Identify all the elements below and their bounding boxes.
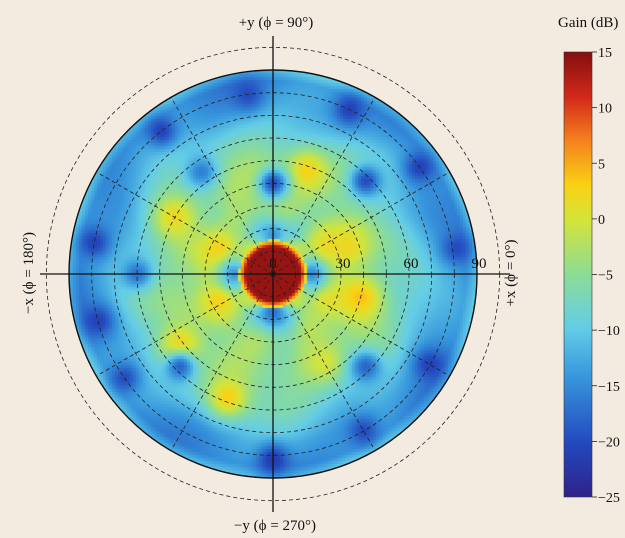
colorbar-tick-label: −15 <box>598 380 620 395</box>
radial-tick-label: 30 <box>336 256 351 272</box>
angular-grid-line <box>272 273 450 377</box>
colorbar-title: Gain (dB) <box>558 15 618 31</box>
colorbar-tick-label: −10 <box>598 324 620 339</box>
colorbar-tick-label: 0 <box>598 213 605 228</box>
colorbar-tick-label: −5 <box>598 269 613 284</box>
axis-label-left: −x (ϕ = 180°) <box>21 232 37 314</box>
angular-grid-line <box>272 171 450 275</box>
colorbar-ticks: 15 10 5 0 −5 −10 −15 −20 −25 <box>592 46 620 506</box>
radial-tick-label: 60 <box>404 256 419 272</box>
radial-tick-label: 90 <box>472 256 487 272</box>
colorbar-ramp <box>563 51 593 498</box>
angular-grid-line <box>170 273 274 451</box>
axis-label-right: +x (ϕ = 0°) <box>503 239 519 306</box>
colorbar-tick-label: 10 <box>598 102 612 117</box>
angular-grid-line <box>272 273 376 451</box>
colorbar-tick-label: −20 <box>598 435 620 450</box>
axis-label-top: +y (ϕ = 90°) <box>239 15 314 31</box>
angular-grid-line <box>96 273 274 377</box>
colorbar: Gain (dB) 15 10 5 0 −5 −10 −15 −20 −25 <box>558 15 620 506</box>
colorbar-tick-label: 5 <box>598 157 605 172</box>
polar-grid: 0 30 60 90 <box>40 36 510 512</box>
angular-grid-line <box>272 97 376 275</box>
angular-grid-line <box>170 97 274 275</box>
angular-grid-line <box>96 171 274 275</box>
colorbar-tick-label: −25 <box>598 491 620 506</box>
colorbar-tick-label: 15 <box>598 46 612 61</box>
axis-label-bottom: −y (ϕ = 270°) <box>234 518 316 534</box>
radial-tick-label: 0 <box>269 256 277 272</box>
